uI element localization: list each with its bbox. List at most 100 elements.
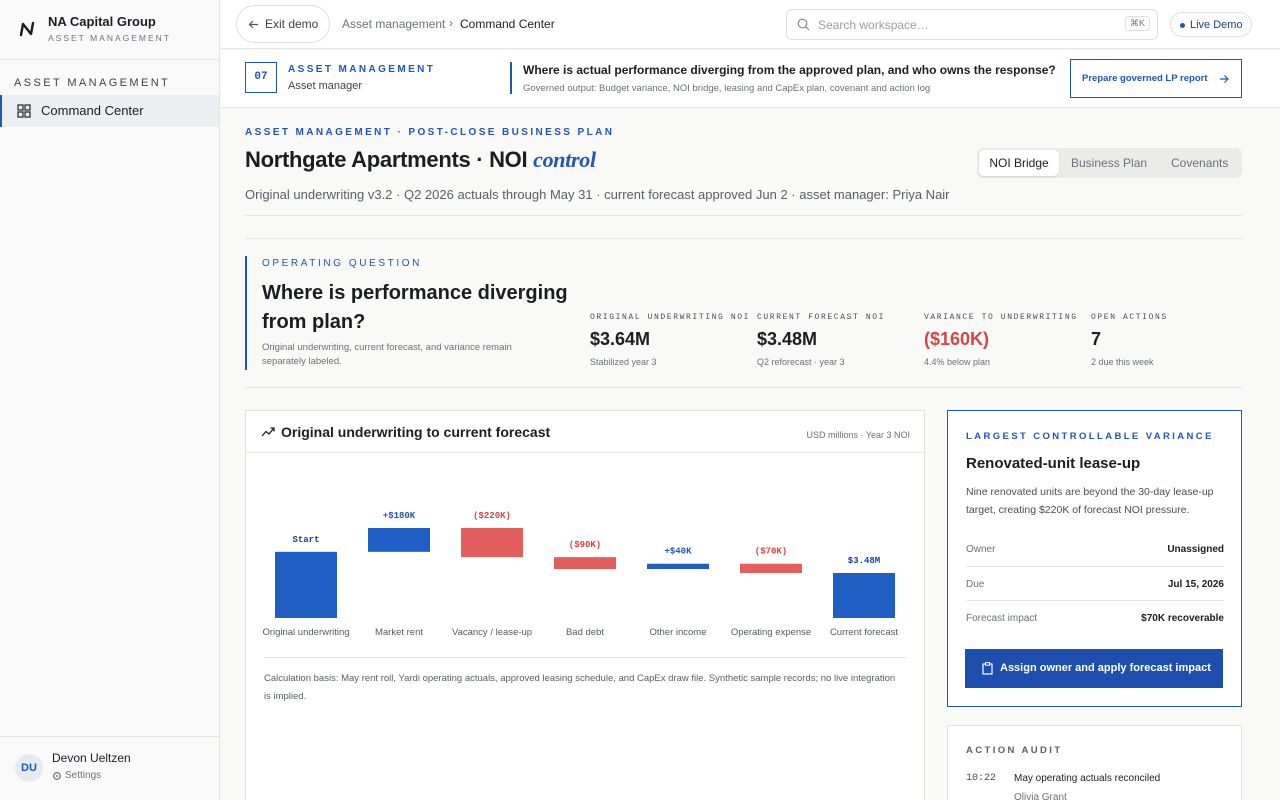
tab[interactable]: Covenants bbox=[1171, 156, 1229, 170]
bar bbox=[647, 563, 709, 570]
assign-button[interactable]: Assign owner and apply forecast impact bbox=[965, 649, 1223, 688]
kpi-label: OPEN ACTIONS bbox=[1091, 313, 1168, 322]
page-title: Northgate Apartments · NOI control bbox=[245, 147, 596, 173]
accent-line bbox=[510, 62, 512, 94]
kpi-value: $3.48M bbox=[757, 329, 818, 349]
kpi-label: ORIGINAL UNDERWRITING NOI bbox=[590, 313, 751, 322]
bar bbox=[833, 573, 895, 618]
tab[interactable]: Business Plan bbox=[1071, 156, 1148, 170]
detail-row: Due Jul 15, 2026 bbox=[966, 566, 1224, 600]
variance-body: Nine renovated units are beyond the 30-d… bbox=[966, 486, 1214, 516]
kpi-value: $3.64M bbox=[590, 329, 651, 349]
divider bbox=[245, 387, 1242, 388]
divider bbox=[245, 215, 1242, 216]
settings-link[interactable]: Settings bbox=[65, 770, 102, 781]
audit-who: Olivia Grant bbox=[1014, 792, 1067, 800]
context-kicker: ASSET MANAGEMENT bbox=[288, 64, 436, 75]
x-tick-label: Original underwriting bbox=[262, 627, 350, 638]
search-icon bbox=[797, 18, 810, 31]
bar bbox=[461, 528, 523, 558]
question-kicker: OPERATING QUESTION bbox=[262, 258, 422, 269]
value-label: +$40K bbox=[664, 547, 692, 557]
value-label: +$180K bbox=[383, 511, 416, 521]
chart-header bbox=[246, 411, 924, 453]
trend-icon bbox=[261, 427, 275, 437]
kpi-note: 4.4% below plan bbox=[924, 357, 991, 367]
exit-button[interactable]: Exit demo bbox=[236, 5, 330, 43]
bar bbox=[275, 551, 337, 618]
value-label: ($220K) bbox=[473, 511, 511, 521]
role: Asset manager bbox=[288, 80, 362, 92]
exit-label: Exit demo bbox=[265, 17, 319, 31]
tabs: NOI Bridge Business Plan Covenants bbox=[977, 148, 1242, 178]
page-meta: Original underwriting v3.2 · Q2 2026 act… bbox=[245, 187, 950, 202]
title-emphasis: control bbox=[533, 147, 596, 172]
chart-subtitle: USD millions · Year 3 NOI bbox=[806, 430, 910, 440]
eyebrow: ASSET MANAGEMENT · POST-CLOSE BUSINESS P… bbox=[245, 127, 615, 138]
divider bbox=[0, 59, 219, 60]
chart-note: Calculation basis: May rent roll, Yardi … bbox=[264, 673, 896, 702]
assign-label: Assign owner and apply forecast impact bbox=[1000, 662, 1211, 674]
kpi-note: 2 due this week bbox=[1091, 357, 1154, 367]
settings-icon bbox=[53, 772, 61, 780]
tab-active[interactable]: NOI Bridge bbox=[979, 150, 1059, 176]
audit-kicker: ACTION AUDIT bbox=[966, 745, 1063, 756]
kpi-value: 7 bbox=[1091, 329, 1102, 349]
kpi-label: CURRENT FORECAST NOI bbox=[757, 313, 886, 322]
step-badge: 07 bbox=[245, 62, 277, 93]
divider bbox=[0, 736, 219, 737]
nav-item[interactable]: Command Center bbox=[0, 95, 219, 127]
kpi-note: Stabilized year 3 bbox=[590, 357, 657, 367]
variance-card: LARGEST CONTROLLABLE VARIANCE Renovated-… bbox=[947, 410, 1242, 707]
x-tick-label: Other income bbox=[649, 627, 707, 638]
kpi-label: VARIANCE TO UNDERWRITING bbox=[924, 313, 1078, 322]
waterfall-chart: Start +$180K ($220K) ($90K) +$40K ($70K) $3.48… bbox=[275, 511, 895, 618]
x-tick-label: Operating expense bbox=[730, 627, 812, 638]
divider bbox=[264, 657, 907, 658]
value-label: $3.48M bbox=[848, 556, 880, 566]
divider bbox=[245, 238, 1242, 239]
detail-label: Owner bbox=[966, 544, 996, 555]
avatar[interactable]: DU bbox=[15, 754, 43, 782]
x-tick-label: Vacancy / lease-up bbox=[451, 627, 533, 638]
context-question: Where is actual performance diverging fr… bbox=[523, 63, 1056, 77]
audit-text: May operating actuals reconciled bbox=[1014, 773, 1161, 784]
question-heading: Where is performance diverging from plan… bbox=[262, 282, 568, 333]
detail-value: $70K recoverable bbox=[1141, 613, 1224, 624]
arrow-icon bbox=[1220, 75, 1229, 83]
bar bbox=[740, 563, 802, 573]
search-placeholder: Search workspace… bbox=[818, 18, 929, 32]
variance-kicker: LARGEST CONTROLLABLE VARIANCE bbox=[966, 431, 1214, 442]
search-box[interactable]: Search workspace… ⌘K bbox=[786, 9, 1158, 40]
report-button[interactable]: Prepare governed LP report bbox=[1070, 59, 1242, 98]
value-label: Start bbox=[292, 535, 319, 545]
detail-value: Jul 15, 2026 bbox=[1167, 579, 1224, 590]
nav-label: Command Center bbox=[41, 103, 144, 118]
kpi-value: ($160K) bbox=[924, 329, 990, 349]
breadcrumb-current: Command Center bbox=[460, 17, 555, 31]
x-tick-label: Current forecast bbox=[829, 627, 899, 638]
value-label: ($90K) bbox=[569, 540, 601, 550]
audit-card: ACTION AUDIT 10:22 May operating actuals… bbox=[947, 725, 1242, 800]
clipboard-icon bbox=[982, 662, 993, 675]
live-dot bbox=[1180, 23, 1185, 28]
live-pill[interactable]: Live Demo bbox=[1170, 12, 1252, 37]
value-label: ($70K) bbox=[755, 547, 787, 557]
breadcrumb[interactable]: Asset management bbox=[342, 17, 446, 31]
audit-time: 10:22 bbox=[966, 773, 997, 784]
bar bbox=[554, 557, 616, 570]
x-tick-label: Bad debt bbox=[565, 627, 605, 638]
question-note: Original underwriting, current forecast,… bbox=[262, 342, 512, 367]
variance-title: Renovated-unit lease-up bbox=[966, 455, 1141, 472]
report-label: Prepare governed LP report bbox=[1082, 73, 1208, 84]
live-label: Live Demo bbox=[1190, 19, 1243, 31]
detail-value: Unassigned bbox=[1167, 544, 1224, 555]
detail-row: Owner Unassigned bbox=[966, 532, 1224, 566]
breadcrumb-sep: › bbox=[449, 16, 453, 30]
nav-icon bbox=[17, 104, 31, 118]
logo bbox=[19, 21, 35, 37]
org-sub: ASSET MANAGEMENT bbox=[48, 33, 171, 43]
detail-row: Forecast impact $70K recoverable bbox=[966, 600, 1224, 634]
